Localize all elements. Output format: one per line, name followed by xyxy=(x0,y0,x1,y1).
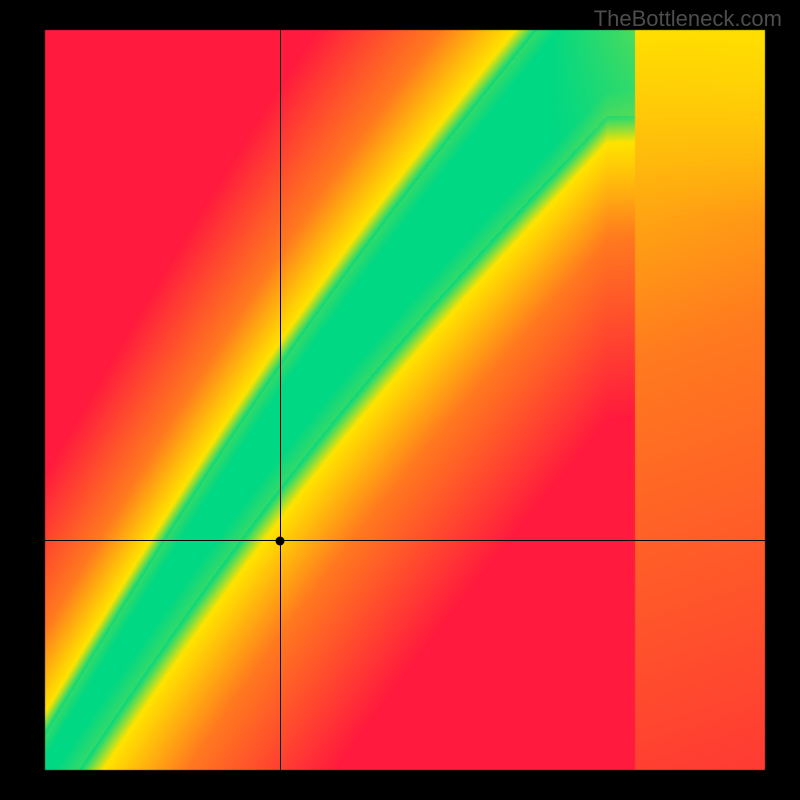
heatmap-canvas xyxy=(0,0,800,800)
crosshair-vertical xyxy=(280,30,281,770)
watermark-text: TheBottleneck.com xyxy=(594,6,782,32)
crosshair-dot xyxy=(276,536,285,545)
crosshair-horizontal xyxy=(45,540,765,541)
chart-container: TheBottleneck.com xyxy=(0,0,800,800)
